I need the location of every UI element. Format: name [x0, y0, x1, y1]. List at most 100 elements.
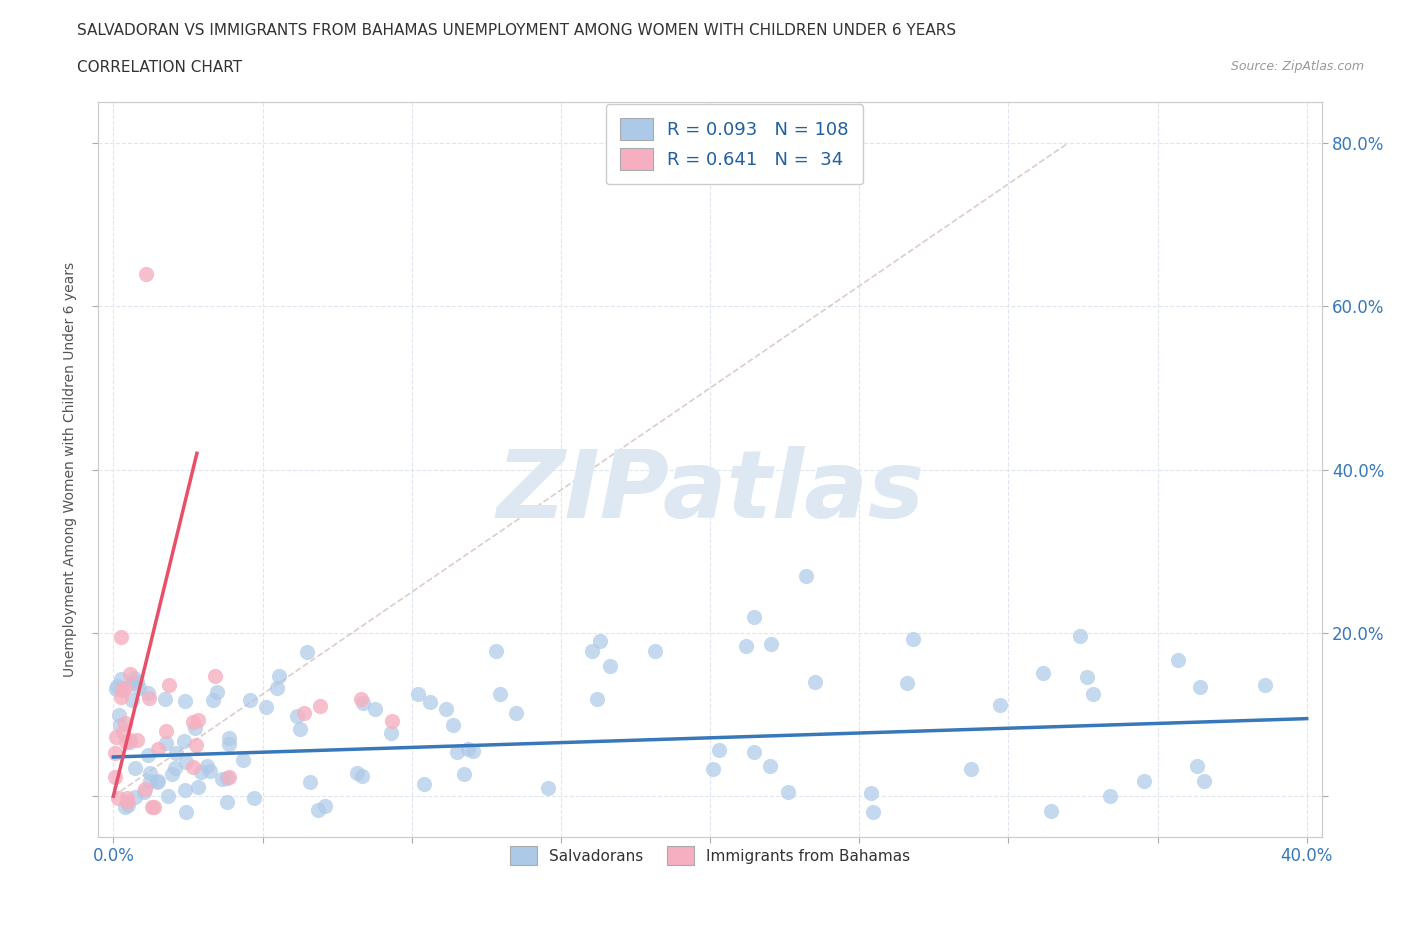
Point — [117, 798, 139, 813]
Point — [198, 764, 221, 778]
Point — [143, 800, 166, 815]
Point — [110, 717, 132, 732]
Point — [104, 770, 127, 785]
Point — [108, 708, 131, 723]
Point — [111, 725, 134, 740]
Point — [118, 733, 141, 748]
Point — [599, 658, 621, 673]
Point — [862, 804, 884, 819]
Point — [959, 761, 981, 776]
Point — [184, 737, 207, 752]
Point — [759, 637, 782, 652]
Point — [156, 789, 179, 804]
Point — [1254, 677, 1277, 692]
Point — [243, 790, 266, 805]
Point — [136, 747, 159, 762]
Point — [446, 745, 468, 760]
Point — [734, 639, 756, 654]
Point — [269, 669, 291, 684]
Point — [125, 732, 148, 747]
Point — [146, 774, 169, 789]
Point — [135, 266, 157, 281]
Point — [1081, 686, 1104, 701]
Point — [299, 775, 322, 790]
Point — [744, 744, 766, 759]
Point — [110, 630, 132, 644]
Point — [122, 671, 145, 685]
Point — [288, 722, 311, 737]
Point — [218, 736, 240, 751]
Point — [153, 692, 176, 707]
Point — [581, 644, 603, 658]
Point — [1188, 679, 1211, 694]
Point — [308, 698, 330, 713]
Point — [352, 696, 374, 711]
Point — [128, 681, 150, 696]
Point — [211, 772, 233, 787]
Point — [901, 631, 924, 646]
Point — [187, 779, 209, 794]
Point — [804, 674, 827, 689]
Point — [104, 681, 127, 696]
Point — [136, 685, 159, 700]
Legend: Salvadorans, Immigrants from Bahamas: Salvadorans, Immigrants from Bahamas — [498, 834, 922, 877]
Point — [141, 800, 163, 815]
Point — [266, 681, 288, 696]
Point — [155, 736, 177, 751]
Point — [232, 752, 254, 767]
Point — [489, 686, 512, 701]
Point — [146, 775, 169, 790]
Text: CORRELATION CHART: CORRELATION CHART — [77, 60, 242, 75]
Point — [138, 690, 160, 705]
Point — [702, 762, 724, 777]
Point — [1133, 774, 1156, 789]
Point — [1032, 666, 1054, 681]
Point — [173, 783, 195, 798]
Point — [380, 725, 402, 740]
Point — [190, 764, 212, 779]
Point — [406, 686, 429, 701]
Point — [413, 777, 436, 791]
Point — [776, 785, 799, 800]
Point — [110, 671, 132, 686]
Point — [1069, 629, 1091, 644]
Point — [165, 746, 187, 761]
Point — [380, 713, 402, 728]
Point — [115, 790, 138, 805]
Point — [114, 735, 136, 750]
Point — [218, 769, 240, 784]
Point — [157, 677, 180, 692]
Point — [586, 691, 609, 706]
Point — [988, 698, 1011, 712]
Point — [215, 770, 238, 785]
Point — [314, 799, 336, 814]
Point — [218, 730, 240, 745]
Point — [1167, 652, 1189, 667]
Y-axis label: Unemployment Among Women with Children Under 6 years: Unemployment Among Women with Children U… — [63, 262, 77, 677]
Point — [346, 765, 368, 780]
Point — [107, 791, 129, 806]
Point — [134, 785, 156, 800]
Point — [115, 795, 138, 810]
Point — [287, 709, 309, 724]
Point — [174, 754, 197, 769]
Point — [124, 790, 146, 804]
Point — [1039, 804, 1062, 818]
Point — [215, 794, 238, 809]
Point — [146, 742, 169, 757]
Point — [155, 724, 177, 738]
Point — [350, 692, 373, 707]
Point — [138, 765, 160, 780]
Point — [181, 760, 204, 775]
Point — [707, 742, 730, 757]
Point — [107, 679, 129, 694]
Point — [114, 800, 136, 815]
Point — [896, 675, 918, 690]
Point — [183, 714, 205, 729]
Point — [364, 701, 387, 716]
Point — [419, 695, 441, 710]
Point — [162, 766, 184, 781]
Point — [127, 674, 149, 689]
Point — [124, 761, 146, 776]
Point — [118, 734, 141, 749]
